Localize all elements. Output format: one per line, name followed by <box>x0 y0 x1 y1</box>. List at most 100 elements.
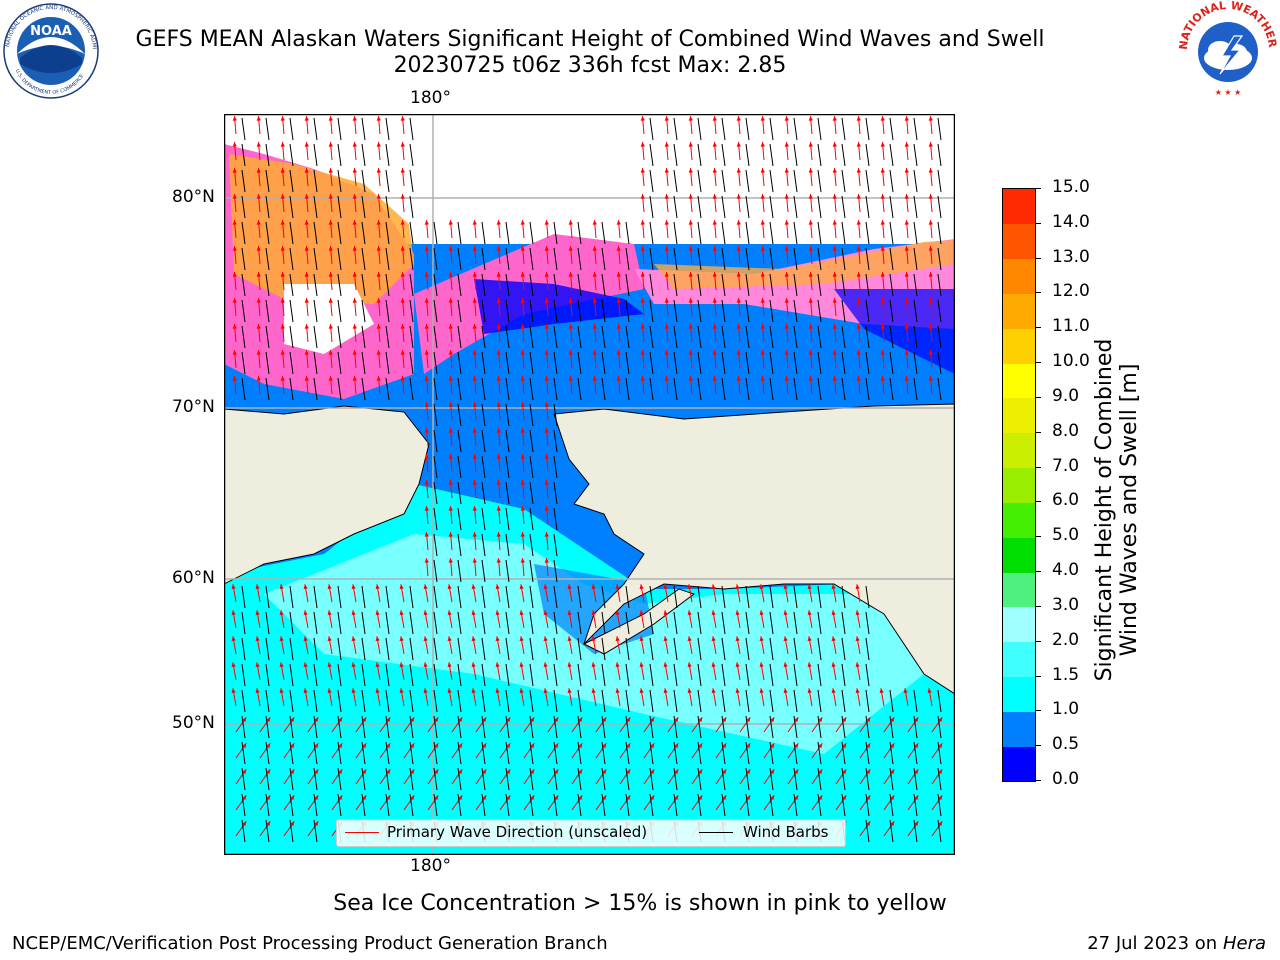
wave-arrow-head <box>736 376 741 381</box>
wave-arrow-head <box>280 246 285 251</box>
wave-arrow-head <box>904 350 909 355</box>
wind-barb <box>409 195 414 219</box>
wind-barb <box>937 117 942 141</box>
wave-arrow-head <box>649 717 655 723</box>
wave-arrow-head <box>304 246 309 251</box>
wave-arrow-head <box>937 821 943 827</box>
wave-arrow-head <box>856 116 861 121</box>
wind-barb <box>817 117 822 141</box>
wave-arrow-head <box>232 116 237 121</box>
wave-arrow-head <box>601 769 607 775</box>
wind-barb <box>529 715 534 739</box>
wave-arrow-head <box>831 584 836 590</box>
wind-barb <box>841 715 846 739</box>
wave-arrow-head <box>241 717 247 723</box>
wind-barb <box>697 637 702 661</box>
wind-barb <box>241 741 246 765</box>
wave-arrow-head <box>889 795 895 801</box>
wind-barb <box>865 247 870 271</box>
wind-barb <box>385 221 390 245</box>
wave-arrow-head <box>880 220 885 225</box>
wave-arrow-head <box>760 194 765 199</box>
wave-arrow-head <box>280 298 285 303</box>
wave-arrow-head <box>808 116 813 121</box>
wave-arrow-head <box>688 116 693 121</box>
wave-arrow-head <box>376 116 381 121</box>
wind-barb <box>481 299 486 323</box>
wave-arrow-head <box>505 795 511 801</box>
wind-barb <box>529 793 534 817</box>
wind-barb <box>697 325 702 349</box>
wind-barb <box>577 299 582 323</box>
wave-arrow-head <box>928 220 933 225</box>
wind-barb <box>409 377 414 401</box>
wind-barb <box>481 559 486 583</box>
wave-arrow-head <box>472 558 477 563</box>
wind-barb <box>745 663 750 687</box>
wind-barb <box>457 715 462 739</box>
wave-arrow-head <box>472 350 477 355</box>
wind-barb <box>769 143 774 167</box>
wave-arrow-head <box>481 795 487 801</box>
wave-arrow-head <box>856 324 861 329</box>
wind-barb <box>361 351 366 375</box>
wind-barb <box>625 689 630 713</box>
wind-barb <box>529 299 534 323</box>
wind-barb <box>601 741 606 765</box>
wind-barb <box>673 715 678 739</box>
wind-barb <box>673 611 678 635</box>
wind-barb <box>553 689 558 713</box>
colorbar-band <box>1003 258 1035 294</box>
wind-barb <box>433 741 438 765</box>
wind-barb <box>793 767 798 791</box>
wave-arrow-head <box>399 636 404 642</box>
wind-barb <box>889 299 894 323</box>
wave-arrow-head <box>543 688 548 694</box>
wind-barb <box>721 195 726 219</box>
wind-barb <box>865 169 870 193</box>
wave-arrow-head <box>424 220 429 225</box>
wind-barb <box>337 117 342 141</box>
wind-barb <box>337 143 342 167</box>
map-panel <box>223 113 956 856</box>
wind-barb <box>553 767 558 791</box>
wind-barb <box>481 689 486 713</box>
wind-barb <box>337 793 342 817</box>
wind-barb <box>649 377 654 401</box>
wave-arrow-head <box>568 246 573 251</box>
wind-barb <box>601 767 606 791</box>
wind-barb <box>769 611 774 635</box>
wave-arrow-head <box>279 688 284 694</box>
wind-barb <box>865 637 870 661</box>
wave-arrow-head <box>495 662 500 668</box>
wave-arrow-head <box>735 610 740 616</box>
wave-arrow-head <box>471 584 476 590</box>
wave-arrow-head <box>303 610 308 616</box>
wind-barb <box>601 585 606 609</box>
wave-arrow-head <box>448 558 453 563</box>
wave-arrow-head <box>745 795 751 801</box>
wave-arrow-head <box>481 743 487 749</box>
wave-arrow-head <box>448 350 453 355</box>
wind-barb <box>553 533 558 557</box>
wave-arrow-head <box>520 480 525 485</box>
wind-barb <box>505 793 510 817</box>
wave-arrow-head <box>433 795 439 801</box>
wave-arrow-head <box>568 324 573 329</box>
wave-arrow-head <box>352 116 357 121</box>
wave-arrow-head <box>664 194 669 199</box>
wave-arrow-head <box>721 795 727 801</box>
wind-barb <box>649 637 654 661</box>
wind-barb <box>601 325 606 349</box>
wave-arrow-head <box>817 769 823 775</box>
wind-barb <box>265 611 270 635</box>
wave-arrow-head <box>808 298 813 303</box>
wave-arrow-head <box>496 558 501 563</box>
wind-barb <box>577 585 582 609</box>
wave-arrow-head <box>519 610 524 616</box>
wind-barb <box>241 377 246 401</box>
wind-barb <box>649 663 654 687</box>
wind-barb <box>481 637 486 661</box>
wave-arrow-head <box>232 324 237 329</box>
wind-barb <box>697 195 702 219</box>
